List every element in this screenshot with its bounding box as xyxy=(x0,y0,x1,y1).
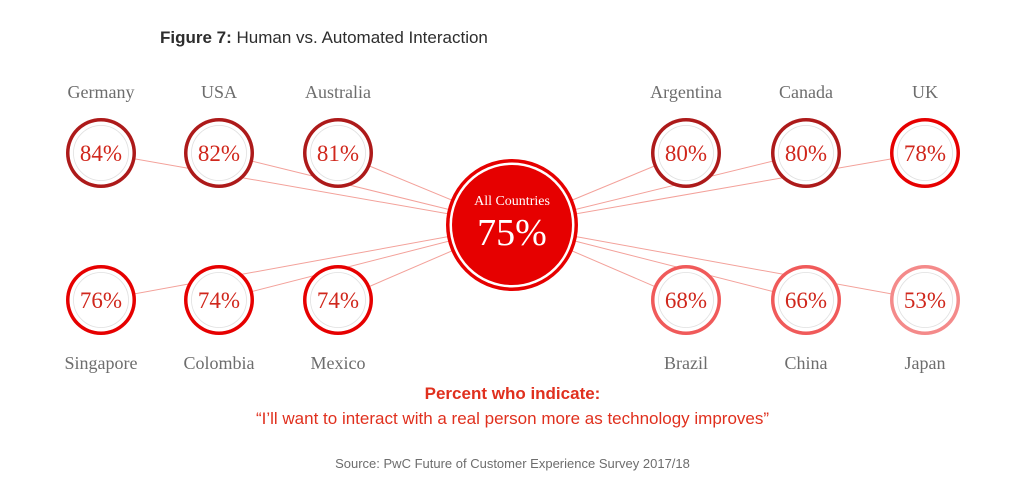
bubble-uk: 78% UK xyxy=(890,82,960,188)
bubble-value-argentina: 80% xyxy=(665,141,707,166)
bubble-gap-singapore xyxy=(69,268,133,332)
bubble-value-canada: 80% xyxy=(785,141,827,166)
bubble-gap-uk xyxy=(893,121,957,185)
bubble-canada: 80% Canada xyxy=(771,82,841,188)
bubble-germany: 84% Germany xyxy=(66,82,136,188)
center-label: All Countries xyxy=(474,194,550,209)
bubble-china: 66% China xyxy=(771,265,841,373)
country-label-colombia: Colombia xyxy=(184,353,255,373)
bubble-inner-colombia xyxy=(191,272,247,328)
country-label-argentina: Argentina xyxy=(650,82,722,102)
bubble-value-uk: 78% xyxy=(904,141,946,166)
bubble-value-singapore: 76% xyxy=(80,288,122,313)
country-label-japan: Japan xyxy=(905,353,946,373)
connector-line-singapore xyxy=(100,224,513,301)
bubble-inner-china xyxy=(778,272,834,328)
bubble-inner-germany xyxy=(73,125,129,181)
bubble-inner-mexico xyxy=(310,272,366,328)
figure-title-text: Human vs. Automated Interaction xyxy=(236,28,488,47)
bubble-gap-china xyxy=(774,268,838,332)
bubble-value-japan: 53% xyxy=(904,288,946,313)
source-note: Source: PwC Future of Customer Experienc… xyxy=(335,456,690,471)
bubble-brazil: 68% Brazil xyxy=(651,265,721,373)
country-label-usa: USA xyxy=(201,82,237,102)
bubble-value-colombia: 74% xyxy=(198,288,240,313)
bubble-inner-uk xyxy=(897,125,953,181)
bubble-gap-brazil xyxy=(654,268,718,332)
bubble-gap-australia xyxy=(306,121,370,185)
bubble-inner-brazil xyxy=(658,272,714,328)
figure-title: Figure 7: Human vs. Automated Interactio… xyxy=(160,28,488,48)
bubble-value-brazil: 68% xyxy=(665,288,707,313)
bubble-value-mexico: 74% xyxy=(317,288,359,313)
chart-question-heading: Percent who indicate: xyxy=(424,384,601,403)
center-fill xyxy=(452,165,572,285)
country-label-china: China xyxy=(785,353,828,373)
bubble-value-australia: 81% xyxy=(317,141,359,166)
bubble-gap-mexico xyxy=(306,268,370,332)
bubble-japan: 53% Japan xyxy=(890,265,960,373)
bubble-singapore: 76% Singapore xyxy=(65,265,138,373)
bubble-value-usa: 82% xyxy=(198,141,240,166)
center-value: 75% xyxy=(477,212,547,254)
bubble-gap-japan xyxy=(893,268,957,332)
bubble-argentina: 80% Argentina xyxy=(650,82,722,188)
country-label-singapore: Singapore xyxy=(65,353,138,373)
bubble-value-china: 66% xyxy=(785,288,827,313)
country-label-germany: Germany xyxy=(68,82,135,102)
country-label-brazil: Brazil xyxy=(664,353,708,373)
bubble-usa: 82% USA xyxy=(184,82,254,188)
connector-line-japan xyxy=(511,224,926,301)
country-label-mexico: Mexico xyxy=(311,353,366,373)
connector-line-uk xyxy=(511,152,926,226)
bubble-mexico: 74% Mexico xyxy=(303,265,373,373)
bubble-australia: 81% Australia xyxy=(303,82,373,188)
bubble-gap-germany xyxy=(69,121,133,185)
bubble-inner-argentina xyxy=(658,125,714,181)
bubble-gap-usa xyxy=(187,121,251,185)
country-label-canada: Canada xyxy=(779,82,833,102)
bubble-inner-singapore xyxy=(73,272,129,328)
bubble-inner-canada xyxy=(778,125,834,181)
bubble-inner-usa xyxy=(191,125,247,181)
chart-question-text: “I’ll want to interact with a real perso… xyxy=(255,409,770,428)
country-label-australia: Australia xyxy=(305,82,371,102)
center-bubble: All Countries 75% xyxy=(446,159,578,291)
bubble-colombia: 74% Colombia xyxy=(184,265,255,373)
bubble-inner-japan xyxy=(897,272,953,328)
bubble-gap-canada xyxy=(774,121,838,185)
bubble-value-germany: 84% xyxy=(80,141,122,166)
figure-label: Figure 7: xyxy=(160,28,232,47)
connector-line-germany xyxy=(100,152,513,226)
bubble-gap-colombia xyxy=(187,268,251,332)
country-label-uk: UK xyxy=(912,82,938,102)
bubble-gap-argentina xyxy=(654,121,718,185)
bubble-inner-australia xyxy=(310,125,366,181)
